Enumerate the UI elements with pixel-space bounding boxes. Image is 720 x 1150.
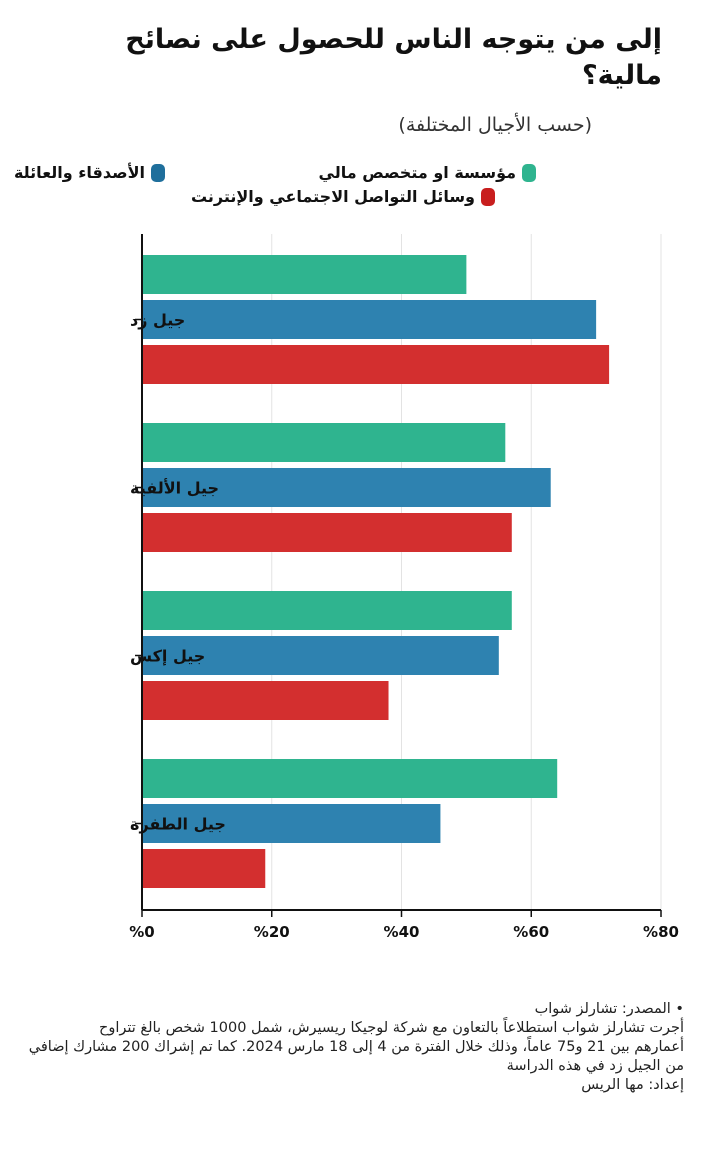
chart-title: إلى من يتوجه الناس للحصول على نصائح مالي… — [125, 24, 662, 91]
bar-0-0 — [142, 255, 467, 294]
legend-swatch-blue — [151, 163, 165, 182]
x-tick-label-80: %80 — [643, 923, 679, 941]
footer-source: • المصدر: تشارلز شواب — [534, 1001, 684, 1017]
legend-item-family: الأصدقاء والعائلة — [14, 163, 165, 182]
category-label-0: جيل زد — [130, 311, 185, 330]
legend-label-social: وسائل التواصل الاجتماعي والإنترنت — [190, 187, 475, 206]
x-tick-label-20: %20 — [254, 923, 290, 941]
category-label-1: جيل الألفية — [130, 479, 219, 498]
bar-2-2 — [142, 681, 389, 720]
legend-label-family: الأصدقاء والعائلة — [13, 163, 145, 182]
legend-label-institution: مؤسسة او متخصص مالي — [318, 163, 516, 182]
legend-swatch-red — [481, 187, 495, 206]
footer-note-line3: من الجيل زد في هذه الدراسة — [506, 1058, 684, 1074]
footer-note-line2: أعمارهم بين 21 و75 عاماً، وذلك خلال الفت… — [28, 1039, 684, 1055]
footer-credit: إعداد: مها الريس — [581, 1077, 684, 1093]
bar-1-0 — [142, 423, 506, 462]
legend-item-social: وسائل التواصل الاجتماعي والإنترنت — [191, 187, 495, 206]
chart-footer: • المصدر: تشارلز شواب أجرت تشارلز شواب ا… — [24, 1000, 684, 1095]
bar-1-2 — [142, 513, 512, 552]
bar-1-1 — [142, 468, 551, 507]
legend-item-institution: مؤسسة او متخصص مالي — [319, 163, 536, 182]
bar-3-1 — [142, 804, 441, 843]
chart-subtitle: (حسب الأجيال المختلفة) — [398, 114, 592, 136]
footer-note-line1: أجرت تشارلز شواب استطلاعاً بالتعاون مع ش… — [99, 1020, 684, 1036]
bar-0-2 — [142, 345, 610, 384]
category-label-2: جيل إكس — [130, 647, 205, 666]
bar-0-1 — [142, 300, 597, 339]
x-tick-label-60: %60 — [513, 923, 549, 941]
category-label-3: جيل الطفرة — [130, 815, 226, 834]
bar-3-2 — [142, 849, 266, 888]
bar-3-0 — [142, 759, 558, 798]
x-tick-label-0: %0 — [129, 923, 154, 941]
x-tick-label-40: %40 — [384, 923, 420, 941]
bar-2-1 — [142, 636, 499, 675]
bar-2-0 — [142, 591, 512, 630]
legend-swatch-green — [522, 163, 536, 182]
